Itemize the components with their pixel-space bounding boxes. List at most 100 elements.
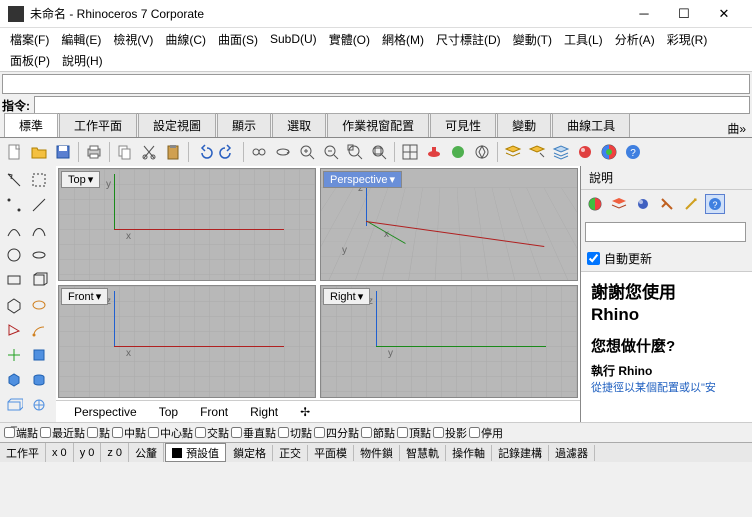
tool-icon[interactable] [2, 168, 26, 192]
tool-icon[interactable] [27, 368, 51, 392]
tool-icon[interactable] [2, 268, 26, 292]
menu-item[interactable]: 尺寸標註(D) [430, 29, 507, 50]
menu-item[interactable]: 檢視(V) [107, 29, 159, 50]
tool-icon[interactable] [27, 393, 51, 417]
prop-material-icon[interactable] [657, 194, 677, 214]
tool-icon[interactable] [2, 243, 26, 267]
tool-tab[interactable]: 曲線工具 [552, 113, 630, 137]
print-icon[interactable] [83, 141, 105, 163]
osnap-item[interactable]: 停用 [469, 425, 503, 441]
tool-icon[interactable] [2, 393, 26, 417]
osnap-item[interactable]: 最近點 [40, 425, 85, 441]
auto-update-checkbox[interactable]: 自動更新 [581, 246, 752, 271]
menu-item[interactable]: SubD(U) [264, 30, 323, 48]
prop-layers-icon[interactable] [609, 194, 629, 214]
tool-icon[interactable] [27, 318, 51, 342]
status-toggle[interactable]: 過濾器 [549, 445, 595, 461]
menu-item[interactable]: 面板(P) [4, 50, 56, 71]
menu-item[interactable]: 編輯(E) [55, 29, 107, 50]
tool-icon[interactable] [2, 293, 26, 317]
new-file-icon[interactable] [4, 141, 26, 163]
menu-item[interactable]: 檔案(F) [4, 29, 55, 50]
menu-item[interactable]: 說明(H) [56, 50, 109, 71]
copy-icon[interactable] [114, 141, 136, 163]
viewport-tab[interactable]: ✢ [292, 403, 318, 421]
status-toggle[interactable]: 正交 [273, 445, 308, 461]
cut-icon[interactable] [138, 141, 160, 163]
tool-icon[interactable] [2, 218, 26, 242]
viewport-right[interactable]: Right▾ z y [320, 285, 578, 398]
tool-tab[interactable]: 變動 [497, 113, 551, 137]
viewport-perspective[interactable]: Perspective▾ z x y [320, 168, 578, 281]
tool-icon[interactable] [27, 168, 51, 192]
osnap-item[interactable]: 中心點 [148, 425, 193, 441]
viewport-tab[interactable]: Top [151, 403, 186, 421]
save-file-icon[interactable] [52, 141, 74, 163]
command-input[interactable] [34, 96, 750, 114]
tool-tab[interactable]: 選取 [272, 113, 326, 137]
layer-edit-icon[interactable] [526, 141, 548, 163]
menu-item[interactable]: 實體(O) [323, 29, 376, 50]
status-toggle[interactable]: 鎖定格 [227, 445, 273, 461]
status-cplane[interactable]: 工作平 [0, 443, 46, 462]
menu-item[interactable]: 彩現(R) [661, 29, 714, 50]
layers-icon[interactable] [502, 141, 524, 163]
zoom-in-icon[interactable] [296, 141, 318, 163]
tool-tab[interactable]: 顯示 [217, 113, 271, 137]
properties-icon[interactable] [550, 141, 572, 163]
viewport-tab[interactable]: Front [192, 403, 236, 421]
menu-item[interactable]: 曲面(S) [212, 29, 264, 50]
viewport-front[interactable]: Front▾ z x [58, 285, 316, 398]
tool-icon[interactable] [27, 343, 51, 367]
tool-icon[interactable] [2, 343, 26, 367]
osnap-item[interactable]: 頂點 [397, 425, 431, 441]
rotate-view-icon[interactable] [272, 141, 294, 163]
help-icon[interactable]: ? [622, 141, 644, 163]
help-link[interactable]: 從捷徑以某個配置或以"安 [591, 379, 742, 395]
color-icon[interactable] [598, 141, 620, 163]
status-toggle[interactable]: 操作軸 [446, 445, 492, 461]
tool-icon[interactable] [2, 318, 26, 342]
pan-icon[interactable] [368, 141, 390, 163]
tool-tab[interactable]: 工作平面 [59, 113, 137, 137]
osnap-item[interactable]: 交點 [195, 425, 229, 441]
undo-icon[interactable] [193, 141, 215, 163]
status-toggle[interactable]: 記錄建構 [492, 445, 549, 461]
prop-help-icon[interactable]: ? [705, 194, 725, 214]
viewport-tab[interactable]: Right [242, 403, 286, 421]
shade-icon[interactable] [447, 141, 469, 163]
status-toggle[interactable]: 物件鎖 [354, 445, 400, 461]
osnap-item[interactable]: 投影 [433, 425, 467, 441]
viewport-right-label[interactable]: Right▾ [323, 288, 370, 305]
tool-icon[interactable] [27, 243, 51, 267]
tool-icon[interactable] [27, 218, 51, 242]
menu-item[interactable]: 網格(M) [376, 29, 430, 50]
close-button[interactable]: ✕ [704, 0, 744, 28]
viewport-perspective-label[interactable]: Perspective▾ [323, 171, 402, 188]
menu-item[interactable]: 工具(L) [558, 29, 609, 50]
status-toggle[interactable]: 智慧軌 [400, 445, 446, 461]
render-icon[interactable] [423, 141, 445, 163]
open-file-icon[interactable] [28, 141, 50, 163]
viewport-tab[interactable]: Perspective [66, 403, 145, 421]
zoom-out-icon[interactable] [320, 141, 342, 163]
viewport-front-label[interactable]: Front▾ [61, 288, 108, 305]
menu-item[interactable]: 變動(T) [507, 29, 558, 50]
camera-icon[interactable] [471, 141, 493, 163]
tool-tab[interactable]: 標準 [4, 113, 58, 137]
help-search-input[interactable] [585, 222, 746, 242]
prop-circle-icon[interactable] [585, 194, 605, 214]
status-unit[interactable]: 公釐 [129, 443, 164, 462]
prop-render-icon[interactable] [633, 194, 653, 214]
tool-tab[interactable]: 作業視窗配置 [327, 113, 429, 137]
maximize-button[interactable]: ☐ [664, 0, 704, 28]
status-layer[interactable]: 預設值 [165, 443, 226, 462]
osnap-item[interactable]: 中點 [112, 425, 146, 441]
status-toggle[interactable]: 平面模 [308, 445, 354, 461]
tool-tab[interactable]: 設定視圖 [138, 113, 216, 137]
material-icon[interactable] [574, 141, 596, 163]
osnap-item[interactable]: 節點 [361, 425, 395, 441]
views4-icon[interactable] [399, 141, 421, 163]
tool-icon[interactable] [27, 268, 51, 292]
redo-icon[interactable] [217, 141, 239, 163]
